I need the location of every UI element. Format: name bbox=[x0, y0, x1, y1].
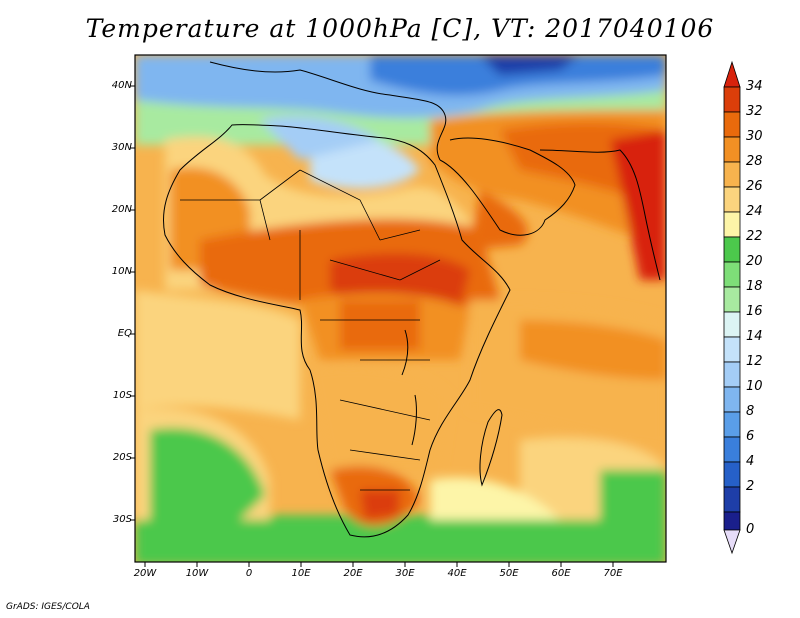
map-title: Temperature at 1000hPa [C], VT: 20170401… bbox=[85, 14, 715, 43]
colorbar-label-16: 16 bbox=[746, 304, 763, 319]
colorbar-label-6: 6 bbox=[746, 429, 755, 444]
lakes bbox=[401, 329, 417, 446]
colorbar-over-triangle bbox=[723, 60, 741, 88]
lat-label-10s: 10S bbox=[112, 390, 132, 401]
colorbar-label-20: 20 bbox=[746, 254, 763, 269]
madagascar-coast bbox=[479, 409, 503, 487]
grads-credit: GrADS: IGES/COLA bbox=[6, 602, 90, 612]
plot-frame bbox=[134, 54, 667, 563]
colorbar-label-24: 24 bbox=[746, 204, 763, 219]
coastlines bbox=[162, 61, 661, 538]
colorbar-label-4: 4 bbox=[746, 454, 755, 469]
lon-label-0: 0 bbox=[245, 568, 253, 579]
lat-label-10n: 10N bbox=[111, 266, 132, 277]
colorbar-label-14: 14 bbox=[746, 329, 763, 344]
colorbar-label-28: 28 bbox=[746, 154, 763, 169]
lon-label-20w: 20W bbox=[133, 568, 157, 579]
lon-label-20e: 20E bbox=[343, 568, 363, 579]
lat-label-20s: 20S bbox=[112, 452, 132, 463]
country-borders bbox=[180, 169, 441, 491]
africa-coast bbox=[162, 124, 511, 538]
colorbar-label-18: 18 bbox=[746, 279, 763, 294]
lon-label-10w: 10W bbox=[185, 568, 209, 579]
colorbar-label-2: 2 bbox=[746, 479, 755, 494]
lat-label-eq: EQ bbox=[117, 328, 132, 339]
lon-label-30e: 30E bbox=[395, 568, 415, 579]
lat-label-20n: 20N bbox=[111, 204, 132, 215]
colorbar-label-22: 22 bbox=[746, 229, 763, 244]
lon-label-10e: 10E bbox=[291, 568, 311, 579]
colorbar-under-triangle bbox=[723, 529, 741, 555]
temperature-field bbox=[135, 55, 666, 562]
lon-label-50e: 50E bbox=[499, 568, 519, 579]
lat-label-30s: 30S bbox=[112, 514, 132, 525]
europe-coast bbox=[209, 61, 447, 161]
lon-label-40e: 40E bbox=[447, 568, 467, 579]
colorbar bbox=[723, 60, 741, 555]
colorbar-label-32: 32 bbox=[746, 104, 763, 119]
lon-label-60e: 60E bbox=[551, 568, 571, 579]
arabia-coast bbox=[439, 137, 576, 236]
colorbar-label-0: 0 bbox=[746, 522, 755, 537]
axis-ticks bbox=[130, 85, 614, 567]
colorbar-label-12: 12 bbox=[746, 354, 763, 369]
colorbar-label-26: 26 bbox=[746, 179, 763, 194]
lat-label-40n: 40N bbox=[111, 80, 132, 91]
colorbar-label-34: 34 bbox=[746, 79, 763, 94]
asia-coast bbox=[539, 149, 661, 281]
lon-label-70e: 70E bbox=[603, 568, 623, 579]
colorbar-label-8: 8 bbox=[746, 404, 755, 419]
colorbar-label-30: 30 bbox=[746, 129, 763, 144]
lat-label-30n: 30N bbox=[111, 142, 132, 153]
colorbar-label-10: 10 bbox=[746, 379, 763, 394]
